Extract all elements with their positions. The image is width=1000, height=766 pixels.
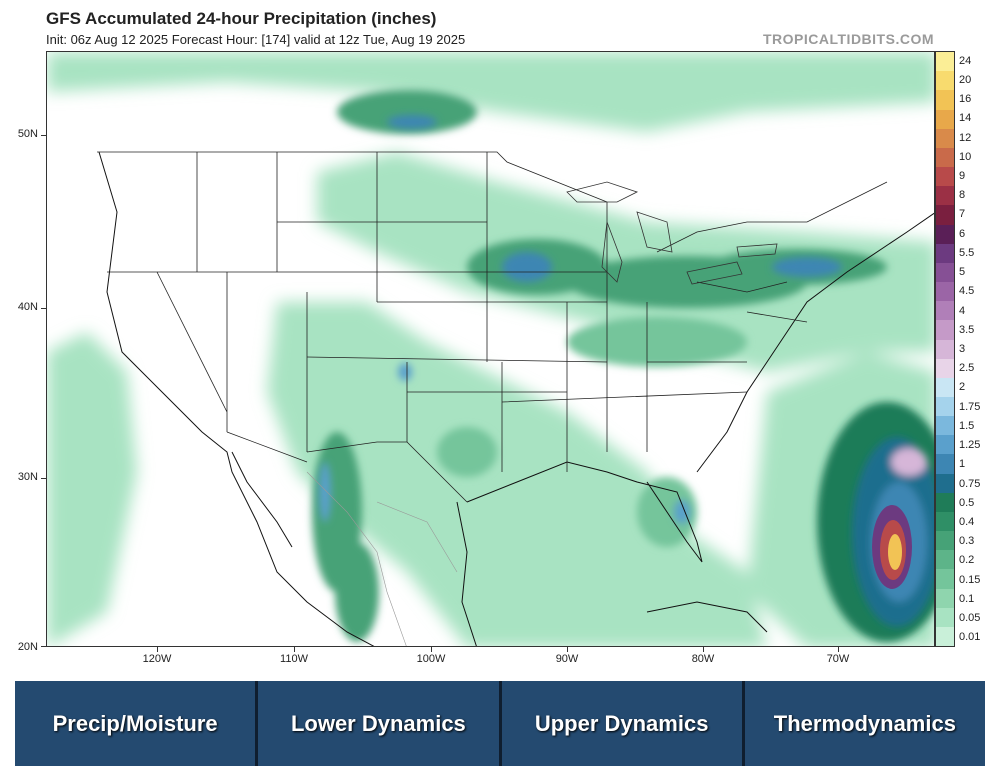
legend-label: 12 [959, 131, 972, 144]
legend-swatch [936, 569, 954, 589]
legend-label: 5.5 [959, 246, 975, 259]
brand-watermark[interactable]: TROPICALTIDBITS.COM [762, 31, 934, 47]
mexico-borders [306, 471, 458, 646]
legend-swatch [936, 531, 954, 551]
legend-label: 0.3 [959, 535, 975, 548]
legend-label: 3.5 [959, 323, 975, 336]
legend-swatch [936, 301, 954, 321]
lat-label-30n: 30N [17, 471, 38, 483]
legend-swatch [936, 358, 954, 378]
legend-label: 5 [959, 266, 966, 279]
lon-tick [567, 647, 568, 652]
lon-label-100w: 100W [416, 653, 446, 665]
legend-swatch [936, 262, 954, 283]
category-nav: Precip/Moisture Lower Dynamics Upper Dyn… [15, 681, 985, 766]
legend-label: 8 [959, 189, 966, 202]
chart-subtitle: Init: 06z Aug 12 2025 Forecast Hour: [17… [46, 32, 466, 47]
legend-swatch [936, 186, 954, 206]
legend-label: 2 [959, 381, 966, 394]
legend-swatch [936, 435, 954, 455]
legend-swatch [936, 588, 954, 608]
tropical-system-core [872, 505, 912, 589]
chart-title: GFS Accumulated 24-hour Precipitation (i… [46, 9, 437, 28]
legend-label: 4 [959, 304, 966, 317]
legend-swatch [936, 71, 954, 91]
lat-tick [41, 646, 46, 647]
legend-swatch [936, 339, 954, 359]
legend-label: 10 [959, 150, 972, 163]
great-lakes [566, 181, 778, 285]
precip-color-legend [935, 51, 955, 647]
lon-tick [703, 647, 704, 652]
legend-label: 14 [959, 112, 972, 125]
legend-swatch [936, 320, 954, 340]
legend-swatch [936, 550, 954, 570]
legend-label: 24 [959, 54, 972, 67]
legend-swatch [936, 128, 954, 148]
legend-swatch [936, 109, 954, 129]
legend-swatch [936, 167, 954, 187]
lat-tick [41, 308, 46, 309]
legend-label: 9 [959, 169, 966, 182]
legend-label: 1.25 [959, 439, 981, 452]
legend-swatch [936, 147, 954, 168]
lon-tick [157, 647, 158, 652]
map-canvas [47, 52, 934, 646]
legend-swatch [936, 224, 954, 244]
legend-swatch [936, 607, 954, 627]
legend-label: 1.5 [959, 419, 975, 432]
legend-label: 16 [959, 93, 972, 106]
state-borders [97, 151, 888, 503]
legend-swatch [936, 377, 954, 397]
legend-swatch [936, 492, 954, 512]
coastlines [98, 151, 934, 646]
legend-swatch [936, 282, 954, 302]
legend-label: 2.5 [959, 362, 975, 375]
legend-swatch [936, 416, 954, 436]
lat-tick [41, 478, 46, 479]
legend-label: 0.15 [959, 573, 981, 586]
legend-swatch [936, 205, 954, 225]
legend-label: 0.75 [959, 477, 981, 490]
lon-tick [431, 647, 432, 652]
lon-label-110w: 110W [280, 653, 308, 665]
lon-tick [294, 647, 295, 652]
legend-label: 3 [959, 343, 966, 355]
lon-label-120w: 120W [142, 653, 172, 665]
legend-swatch [936, 52, 954, 72]
precipitation-map [46, 51, 935, 647]
legend-label: 7 [959, 208, 966, 221]
lon-tick [838, 647, 839, 652]
lat-label-20n: 20N [17, 641, 38, 653]
legend-label: 1 [959, 458, 966, 471]
legend-swatch [936, 473, 954, 493]
legend-swatch [936, 243, 954, 263]
legend-label: 4.5 [959, 285, 975, 298]
nav-upper-dynamics-button[interactable]: Upper Dynamics [501, 681, 742, 766]
legend-label: 0.01 [959, 631, 981, 644]
legend-label: 1.75 [959, 400, 981, 413]
legend-label: 0.2 [959, 554, 975, 567]
legend-label: 20 [959, 73, 972, 86]
legend-swatch [936, 396, 954, 417]
legend-label: 0.5 [959, 496, 975, 509]
legend-label: 0.4 [959, 516, 975, 529]
nav-lower-dynamics-button[interactable]: Lower Dynamics [258, 681, 499, 766]
lon-label-70w: 70W [826, 653, 850, 665]
legend-swatch [936, 454, 954, 474]
legend-label: 0.1 [959, 592, 975, 605]
legend-swatch [936, 626, 954, 646]
nav-precip-moisture-button[interactable]: Precip/Moisture [15, 681, 256, 766]
lon-label-90w: 90W [555, 653, 579, 665]
lon-label-80w: 80W [691, 653, 715, 665]
nav-thermodynamics-button[interactable]: Thermodynamics [744, 681, 985, 766]
legend-swatch [936, 90, 954, 110]
legend-swatch [936, 511, 954, 532]
lat-tick [41, 135, 46, 136]
lat-label-40n: 40N [17, 301, 38, 313]
legend-label: 6 [959, 227, 966, 240]
legend-label: 0.05 [959, 612, 981, 625]
lat-label-50n: 50N [17, 128, 38, 140]
precip-light-field [47, 52, 934, 646]
